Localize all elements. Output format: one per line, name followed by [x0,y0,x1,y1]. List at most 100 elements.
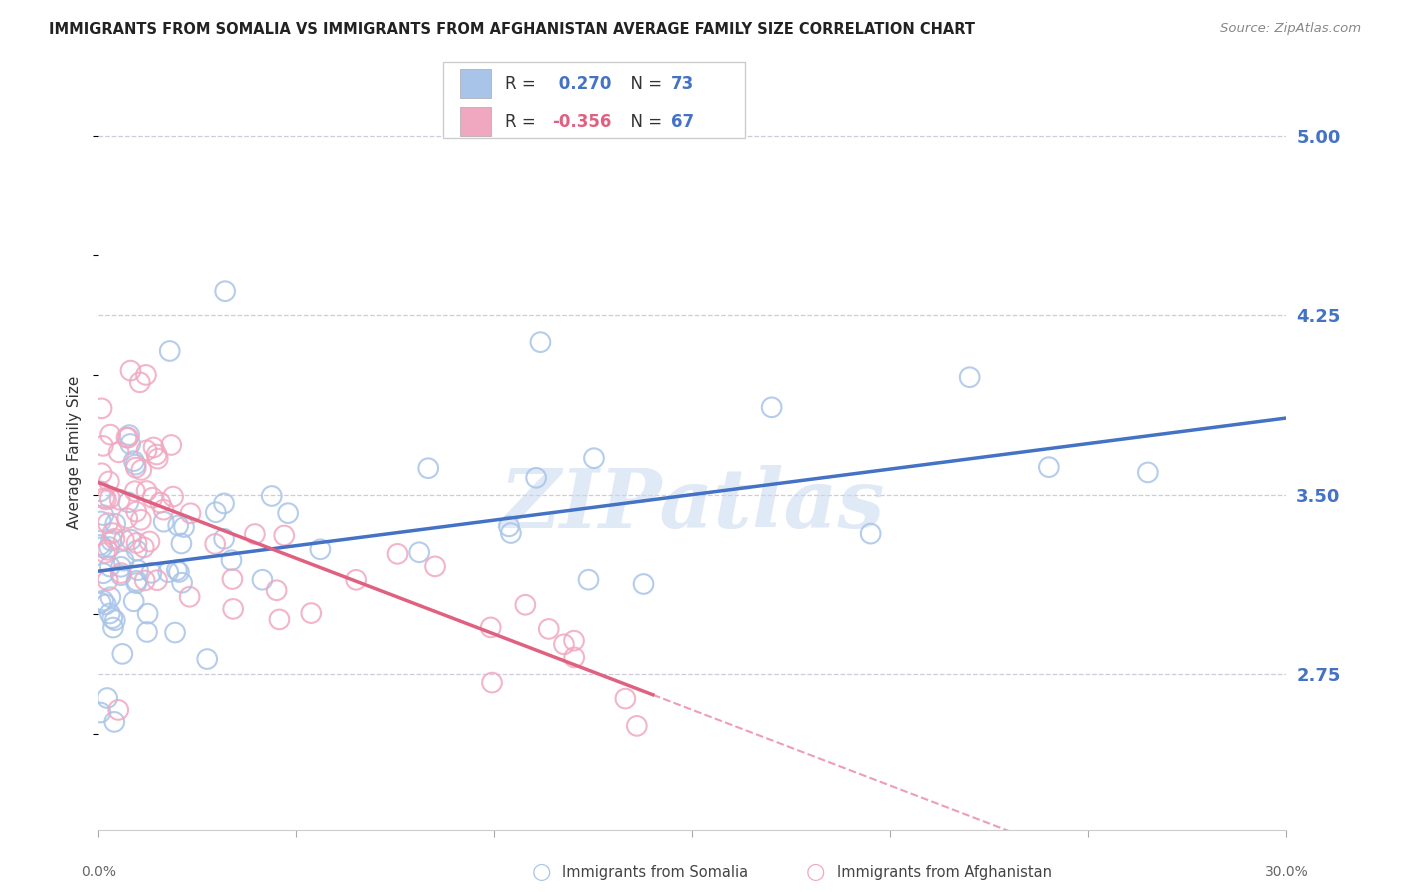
Point [562,650,585,665]
Point [157,565,180,579]
Point [160,438,183,452]
Text: 73: 73 [671,75,695,93]
Text: -0.356: -0.356 [553,112,612,130]
Point [761,401,783,415]
Point [481,675,503,690]
Point [179,590,201,604]
Point [101,611,124,625]
Point [103,714,125,729]
Point [115,430,138,444]
Point [91,566,114,581]
Text: Source: ZipAtlas.com: Source: ZipAtlas.com [1220,22,1361,36]
Point [266,583,288,598]
Point [562,633,585,648]
Point [418,461,440,475]
Point [135,368,157,382]
Point [498,519,520,533]
Point [103,532,125,546]
Point [118,428,141,442]
Point [94,492,117,507]
Point [98,607,121,621]
Point [135,443,157,458]
Point [408,545,430,559]
Point [146,451,169,466]
Point [94,598,117,612]
Point [344,573,367,587]
Point [243,527,266,541]
Point [98,491,121,506]
Point [90,401,112,416]
Point [124,484,146,499]
Text: ○: ○ [806,863,825,882]
Point [110,559,132,574]
Point [162,490,184,504]
Point [515,598,537,612]
Point [89,706,111,720]
Point [170,536,193,550]
Text: Immigrants from Afghanistan: Immigrants from Afghanistan [837,865,1052,880]
Point [112,554,135,568]
Point [149,496,172,510]
Point [112,533,135,547]
Point [499,526,522,541]
Point [125,574,148,588]
Point [269,612,291,626]
Point [110,566,132,580]
Point [90,467,112,481]
Point [423,559,446,574]
Point [122,454,145,468]
Point [578,573,600,587]
Point [165,625,187,640]
Point [104,613,127,627]
Point [117,495,139,509]
Point [120,533,142,547]
Point [117,431,139,445]
Point [159,343,181,358]
Point [252,573,274,587]
Point [98,591,121,605]
Point [96,542,118,557]
Point [135,483,157,498]
Point [98,540,121,554]
Text: Immigrants from Somalia: Immigrants from Somalia [562,865,748,880]
Point [107,703,129,717]
Point [89,595,111,609]
Point [91,540,114,554]
Point [1136,466,1159,480]
Point [222,602,245,616]
Point [146,573,169,587]
Point [91,593,114,607]
Point [582,451,605,466]
Text: 30.0%: 30.0% [1264,865,1309,880]
Text: ○: ○ [531,863,551,882]
Point [221,553,243,567]
Point [125,460,148,475]
Point [124,458,146,472]
Point [537,622,560,636]
Point [98,427,121,442]
Point [120,437,142,451]
Point [101,621,124,635]
Point [107,445,129,459]
Point [136,607,159,621]
Point [97,516,120,530]
Point [128,376,150,390]
Point [1038,460,1060,475]
Point [108,492,131,507]
Y-axis label: Average Family Size: Average Family Size [67,376,83,529]
Text: N =: N = [620,75,668,93]
Text: 0.0%: 0.0% [82,865,115,880]
Point [125,505,148,519]
Point [212,532,235,546]
Text: 0.270: 0.270 [553,75,612,93]
Point [134,574,156,588]
Point [553,637,575,651]
Point [101,526,124,541]
Point [93,491,115,505]
Point [125,536,148,550]
Text: R =: R = [505,112,541,130]
Point [91,439,114,453]
Point [104,516,127,531]
Point [98,559,121,574]
Point [204,537,226,551]
